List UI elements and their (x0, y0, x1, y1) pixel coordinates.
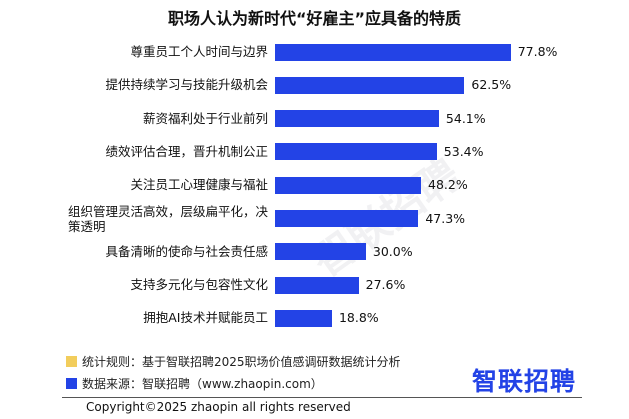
category-label: 拥抱AI技术并赋能员工 (68, 310, 268, 325)
legend-swatch (66, 356, 77, 367)
rule-note: 统计规则：基于智联招聘2025职场价值感调研数据统计分析 (82, 355, 401, 369)
copyright: Copyright©2025 zhaopin all rights reserv… (86, 400, 351, 414)
category-text: 绩效评估合理，晋升机制公正 (105, 143, 268, 159)
category-label: 关注员工心理健康与福祉 (68, 177, 268, 192)
bar (275, 309, 332, 327)
category-text: 关注员工心理健康与福祉 (130, 177, 268, 193)
category-text: 组织管理灵活高效，层级扁平化，决策透明 (68, 203, 269, 234)
value-label: 77.8% (517, 44, 558, 59)
category-label: 组织管理灵活高效，层级扁平化，决策透明 (68, 204, 268, 234)
value-label: 54.1% (445, 110, 486, 126)
category-label: 尊重员工个人时间与边界 (68, 44, 268, 59)
category-label: 支持多元化与包容性文化 (68, 277, 268, 292)
bar (275, 43, 511, 61)
value-label: 30.0% (372, 243, 413, 259)
category-text: 尊重员工个人时间与边界 (130, 44, 268, 59)
value-label: 62.5% (471, 77, 512, 93)
category-text: 具备清晰的使命与社会责任感 (105, 243, 268, 259)
divider (62, 397, 582, 398)
category-text: 支持多元化与包容性文化 (130, 277, 268, 293)
category-label: 薪资福利处于行业前列 (68, 111, 268, 126)
bar (275, 210, 419, 227)
logo: 智联招聘 (472, 367, 577, 396)
chart-title: 职场人认为新时代“好雇主”应具备的特质 (167, 9, 462, 28)
bar (275, 76, 465, 94)
category-text: 拥抱AI技术并赋能员工 (143, 310, 268, 326)
value-label: 18.8% (338, 310, 379, 326)
bar (275, 143, 437, 161)
bar (275, 110, 439, 128)
category-label: 提供持续学习与技能升级机会 (68, 77, 268, 92)
value-label: 48.2% (428, 177, 468, 193)
bar (275, 276, 359, 294)
value-label: 47.3% (425, 210, 466, 226)
bar (275, 243, 366, 261)
bar (275, 176, 422, 194)
value-label: 53.4% (443, 143, 484, 159)
category-label: 具备清晰的使命与社会责任感 (68, 244, 268, 259)
category-label: 绩效评估合理，晋升机制公正 (68, 144, 268, 159)
legend-swatch (66, 378, 77, 389)
value-label: 27.6% (365, 277, 406, 293)
source-note: 数据来源：智联招聘（www.zhaopin.com） (82, 377, 323, 391)
category-text: 提供持续学习与技能升级机会 (105, 77, 268, 93)
category-text: 薪资福利处于行业前列 (142, 110, 268, 126)
